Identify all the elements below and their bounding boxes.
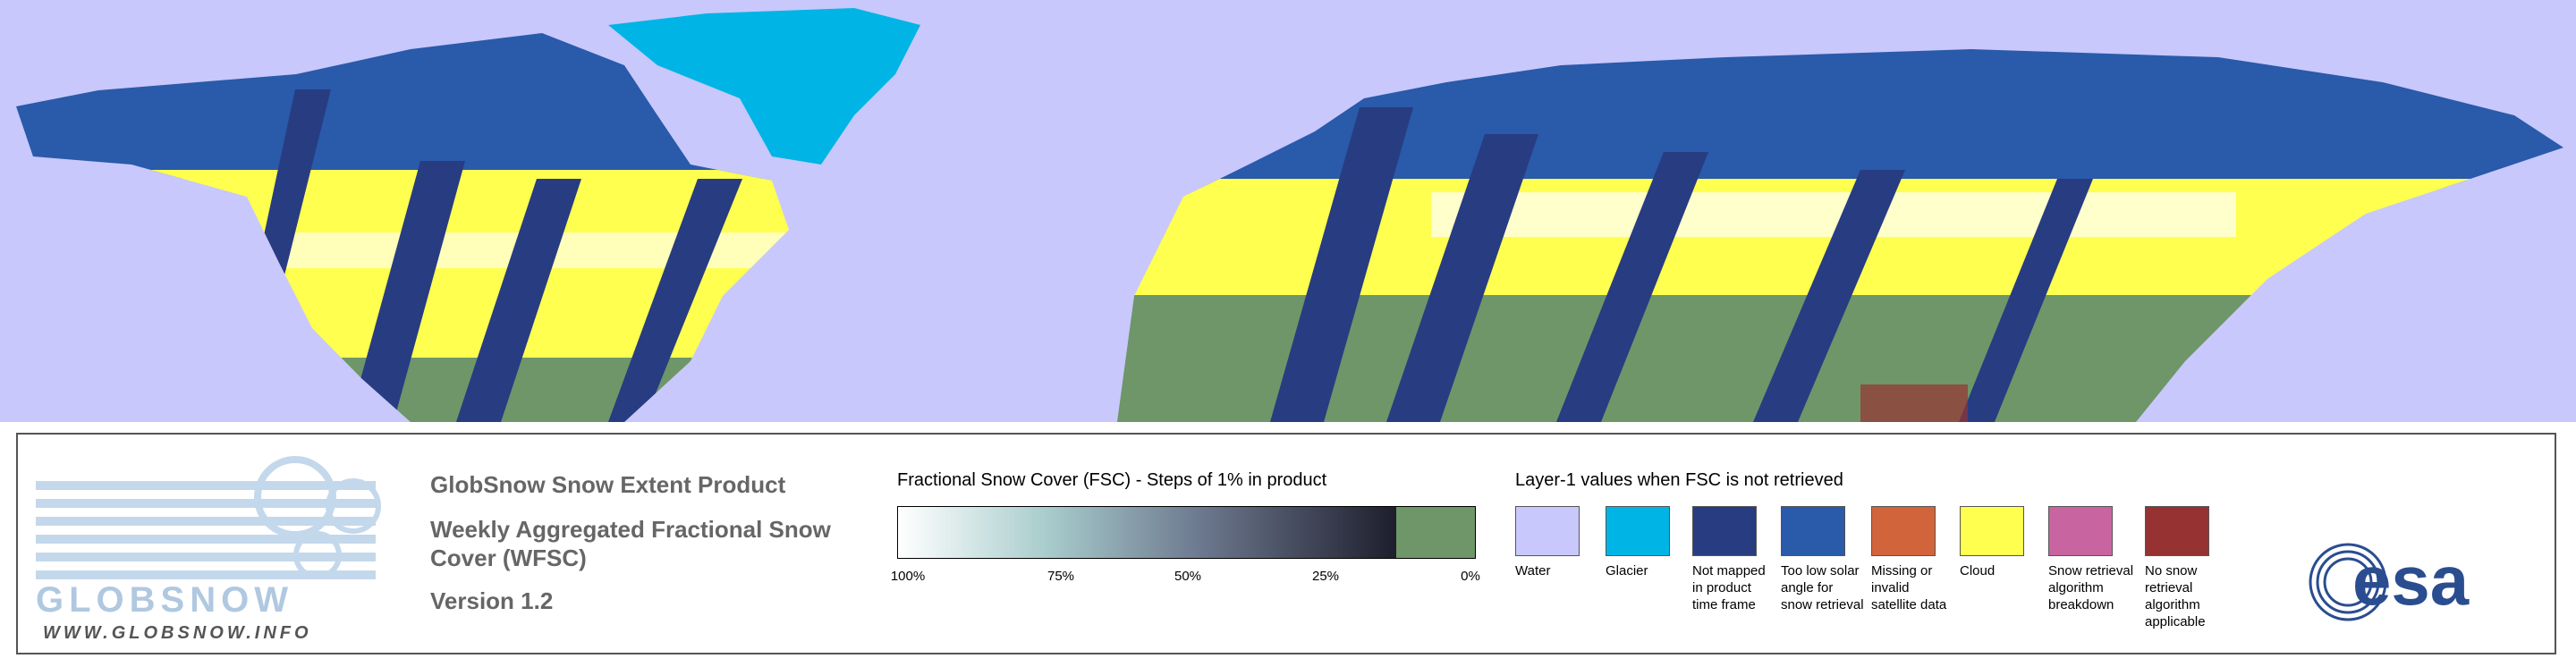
product-version: Version 1.2 [430, 587, 554, 614]
legend-swatch [1871, 506, 1936, 556]
product-title: GlobSnow Snow Extent Product [430, 471, 786, 498]
legend-panel: GLOBSNOW WWW.GLOBSNOW.INFO GlobSnow Snow… [16, 433, 2556, 654]
greenland [608, 8, 920, 165]
esa-logo: esa [2309, 541, 2470, 621]
legend-swatch [1606, 506, 1670, 556]
legend-swatch [2048, 506, 2113, 556]
product-subtitle: Weekly Aggregated Fractional Snow Cover … [430, 516, 831, 571]
legend-swatch [1515, 506, 1580, 556]
logo-url: WWW.GLOBSNOW.INFO [43, 623, 312, 643]
legend-swatch [1781, 506, 1845, 556]
legend-label: Missing or invalid satellite data [1871, 563, 1947, 612]
legend-swatch [1692, 506, 1757, 556]
legend-swatch [2145, 506, 2209, 556]
legend-label: No snow retrieval algorithm applicable [2145, 563, 2206, 629]
colorbar-title: Fractional Snow Cover (FSC) - Steps of 1… [897, 470, 1327, 490]
colorbar-tick-label: 25% [1311, 569, 1340, 584]
legend-label: Not mapped in product time frame [1692, 563, 1766, 612]
globsnow-logo: GLOBSNOW WWW.GLOBSNOW.INFO [36, 456, 381, 643]
colorbar [897, 506, 1476, 559]
colorbar-tick-label: 75% [1046, 569, 1075, 584]
legend-label: Cloud [1960, 563, 1996, 578]
colorbar-tick-label: 50% [1174, 569, 1202, 584]
colorbar-tick-label: 100% [890, 569, 926, 584]
legend-label: Too low solar angle for snow retrieval [1781, 563, 1864, 612]
colorbar-tick-label: 0% [1461, 569, 1480, 584]
colorbar-zero [1396, 507, 1475, 558]
legend-label: Snow retrieval algorithm breakdown [2048, 563, 2134, 612]
logo-name: GLOBSNOW [36, 580, 293, 620]
esa-text: esa [2352, 541, 2470, 620]
legend-label: Water [1515, 563, 1551, 578]
legend-swatch [1960, 506, 2024, 556]
snow-map [0, 0, 2576, 422]
layer1-title: Layer-1 values when FSC is not retrieved [1515, 470, 1843, 490]
legend-label: Glacier [1606, 563, 1648, 578]
colorbar-gradient [898, 507, 1397, 558]
